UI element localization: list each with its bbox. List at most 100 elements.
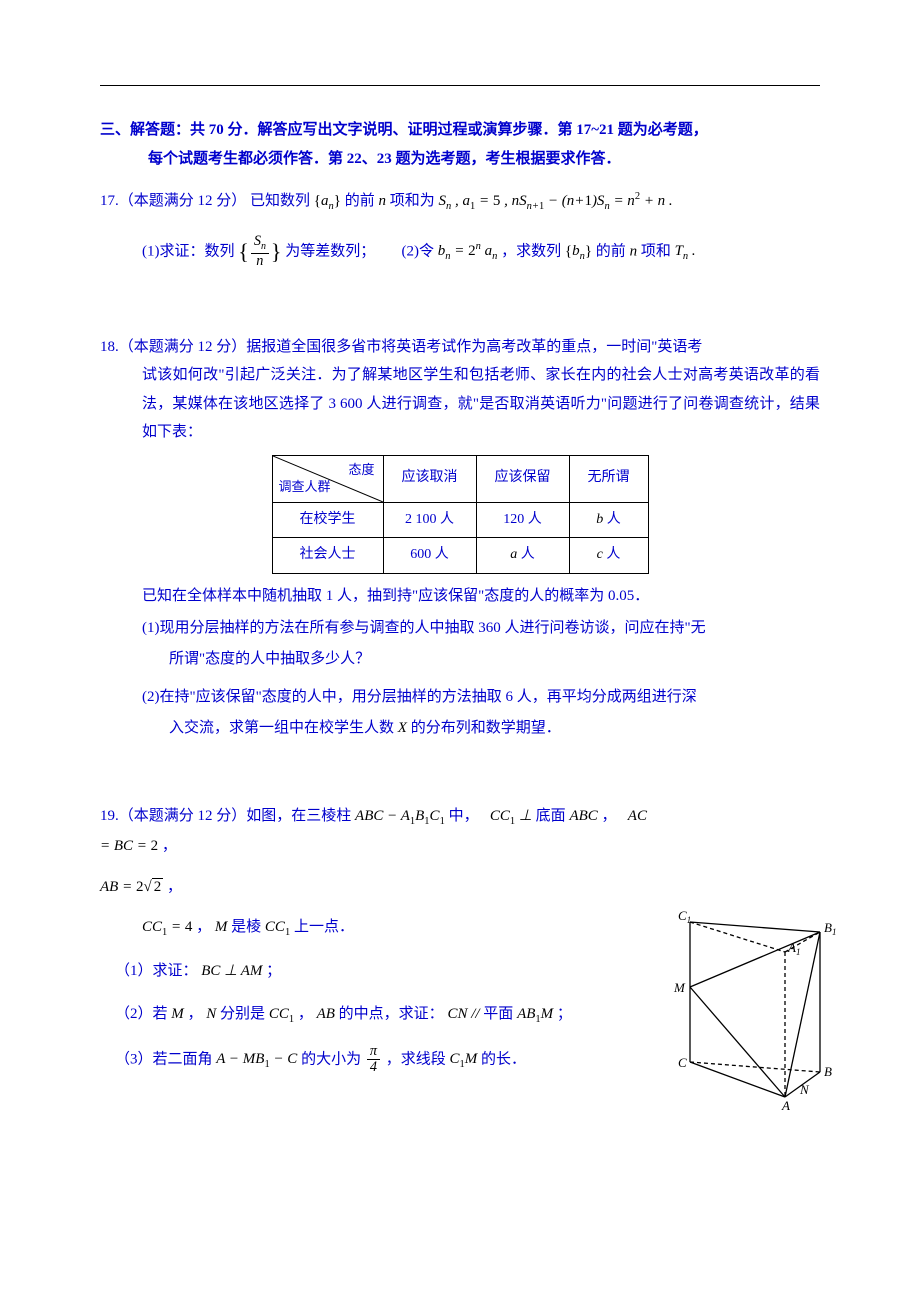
- q19-CC1b: CC1: [265, 919, 290, 935]
- q17-prefix: 17.（本题满分 12 分）: [100, 193, 246, 209]
- q18: 18.（本题满分 12 分）据报道全国很多省市将英语考试作为高考改革的重点，一时…: [100, 333, 820, 362]
- svg-text:A1: A1: [787, 940, 800, 957]
- q19-figure: C1 B1 A1 M C B A N: [670, 902, 840, 1112]
- q19-s2-m3: ，: [298, 1006, 313, 1022]
- q19-mid2: 底面: [536, 808, 566, 824]
- q19-mid6: ，: [196, 919, 211, 935]
- cell: 2 100 人: [383, 502, 476, 538]
- cell: c 人: [569, 538, 648, 574]
- q19-s2-M: M: [171, 1006, 184, 1022]
- q19-s3-label: （3）若二面角: [115, 1051, 213, 1067]
- col-keep: 应该保留: [476, 455, 569, 502]
- q19-s3-frac: π4: [367, 1044, 380, 1076]
- q17-p2-mid: ，求数列: [501, 243, 561, 259]
- q19-s3-m1: 的大小为: [301, 1051, 361, 1067]
- q19-s1-label: （1）求证：: [115, 963, 198, 979]
- q19-sub1: （1）求证： BC ⊥ AM ；: [100, 957, 660, 986]
- q19-s3-seg: C1M: [450, 1051, 478, 1067]
- q19-s1-tail: ；: [266, 963, 281, 979]
- q19-line3: CC1 = 4 ， M 是棱 CC1 上一点．: [100, 913, 660, 943]
- q17-p2-label: (2)令: [402, 243, 435, 259]
- q18-sub2b: 入交流，求第一组中在校学生人数 X 的分布列和数学期望．: [100, 714, 820, 743]
- q19-s2-N: N: [206, 1006, 216, 1022]
- q17-parts: (1)求证：数列 {Snn} 为等差数列； (2)令 bn = 2n an ，求…: [100, 231, 820, 273]
- q19-cc1: CC1 = 4: [142, 919, 192, 935]
- q19-s2-m2: 分别是: [220, 1006, 265, 1022]
- svg-text:N: N: [799, 1082, 810, 1097]
- q19-s1-eq: BC ⊥ AM: [201, 963, 262, 979]
- q17-p2-tail2: 项和: [641, 243, 671, 259]
- q17-frac-set: {: [238, 239, 249, 264]
- q19-prefix: 19.（本题满分 12 分）: [100, 808, 246, 824]
- q17-p1-label: (1)求证：数列: [142, 243, 235, 259]
- row-social-label: 社会人士: [272, 538, 383, 574]
- q17-given: Sn , a1 = 5 , nSn+1 − (n+1)Sn = n2 + n .: [438, 193, 672, 209]
- q19-s3-ang: A − MB1 − C: [216, 1051, 297, 1067]
- q18-sub2a: (2)在持"应该保留"态度的人中，用分层抽样的方法抽取 6 人，再平均分成两组进…: [100, 683, 820, 712]
- svg-text:B: B: [824, 1064, 832, 1079]
- q19-s2-m5: 平面: [483, 1006, 513, 1022]
- q19-line2: AB = 2√2 ，: [100, 873, 660, 902]
- q19-mid1: 中，: [449, 808, 479, 824]
- sqrt-icon: √2: [143, 873, 163, 902]
- q19-M: M: [215, 919, 228, 935]
- q17-an: {an}: [314, 193, 341, 209]
- q18-sub2c: 的分布列和数学期望．: [411, 720, 561, 736]
- q19-s2-label: （2）若: [115, 1006, 168, 1022]
- col-cancel: 应该取消: [383, 455, 476, 502]
- q19-s2-tail: ；: [557, 1006, 572, 1022]
- q18-table: 态度 调查人群 应该取消 应该保留 无所谓 在校学生 2 100 人 120 人…: [272, 455, 649, 574]
- svg-text:A: A: [781, 1098, 790, 1112]
- diag-cell: 态度 调查人群: [272, 455, 383, 502]
- q18-note: 已知在全体样本中随机抽取 1 人，抽到持"应该保留"态度的人的概率为 0.05．: [100, 582, 820, 611]
- section-heading-line1: 三、解答题：共 70 分．解答应写出文字说明、证明过程或演算步骤．第 17~21…: [100, 116, 820, 145]
- q19-ab: AB = 2: [100, 879, 143, 895]
- q18-X: X: [398, 720, 407, 736]
- q19-s2-CC1: CC1: [269, 1006, 294, 1022]
- cell: b 人: [569, 502, 648, 538]
- table-header-row: 态度 调查人群 应该取消 应该保留 无所谓: [272, 455, 648, 502]
- q19-s2-eq: CN //: [447, 1006, 483, 1022]
- q19-s2-plane: AB1M: [517, 1006, 553, 1022]
- q19-s2-AB: AB: [317, 1006, 335, 1022]
- page: 三、解答题：共 70 分．解答应写出文字说明、证明过程或演算步骤．第 17~21…: [100, 0, 820, 1136]
- cell: 120 人: [476, 502, 569, 538]
- q19-mid8: 上一点．: [294, 919, 354, 935]
- section-heading-line2: 每个试题考生都必须作答．第 22、23 题为选考题，考生根据要求作答．: [100, 145, 820, 174]
- svg-text:B1: B1: [824, 920, 836, 937]
- q19-base: ABC: [569, 808, 597, 824]
- cell: 600 人: [383, 538, 476, 574]
- q17-text2: 的前: [345, 193, 375, 209]
- q18-sub1b: 所谓"态度的人中抽取多少人？: [100, 645, 820, 674]
- q17-bn-eq: bn = 2n an: [438, 243, 498, 259]
- q18-prefix: 18.（本题满分 12 分）: [100, 339, 246, 355]
- q19-mid3: ，: [602, 808, 617, 824]
- cell: a 人: [476, 538, 569, 574]
- q17: 17.（本题满分 12 分） 已知数列 {an} 的前 n 项和为 Sn , a…: [100, 187, 820, 217]
- q18-sub1a: (1)现用分层抽样的方法在所有参与调查的人中抽取 360 人进行问卷访谈，问应在…: [100, 614, 820, 643]
- diag-top-label: 态度: [348, 458, 374, 483]
- q17-n: n: [378, 193, 386, 209]
- q17-p1-tail: 为等差数列；: [285, 243, 375, 259]
- svg-text:M: M: [673, 980, 686, 995]
- q19-s2-m4: 的中点，求证：: [339, 1006, 444, 1022]
- table-row: 社会人士 600 人 a 人 c 人: [272, 538, 648, 574]
- q19-head: 19.（本题满分 12 分）如图，在三棱柱 ABC − A1B1C1 中， CC…: [100, 802, 660, 860]
- q17-bn-set: {bn}: [565, 243, 592, 259]
- q18-body2: 试该如何改"引起广泛关注．为了解某地区学生和包括老师、家长在内的社会人士对高考英…: [100, 361, 820, 447]
- q19-text: 19.（本题满分 12 分）如图，在三棱柱 ABC − A1B1C1 中， CC…: [100, 802, 660, 1076]
- svg-text:C1: C1: [678, 908, 691, 925]
- q19-s2-m1: ，: [188, 1006, 203, 1022]
- q18-sub2b-text: 入交流，求第一组中在校学生人数: [169, 720, 394, 736]
- q19-txt1: 如图，在三棱柱: [246, 808, 351, 824]
- q19-s3-tail: 的长．: [481, 1051, 526, 1067]
- q19-prism: ABC − A1B1C1: [355, 808, 445, 824]
- q17-text1: 已知数列: [250, 193, 310, 209]
- svg-text:C: C: [678, 1055, 687, 1070]
- q19-mid5: ，: [167, 879, 182, 895]
- q17-p2-tail: 的前: [596, 243, 626, 259]
- q17-frac: Snn: [251, 234, 269, 269]
- col-neutral: 无所谓: [569, 455, 648, 502]
- q19: 19.（本题满分 12 分）如图，在三棱柱 ABC − A1B1C1 中， CC…: [100, 802, 820, 1076]
- q19-perp: CC1 ⊥: [490, 808, 532, 824]
